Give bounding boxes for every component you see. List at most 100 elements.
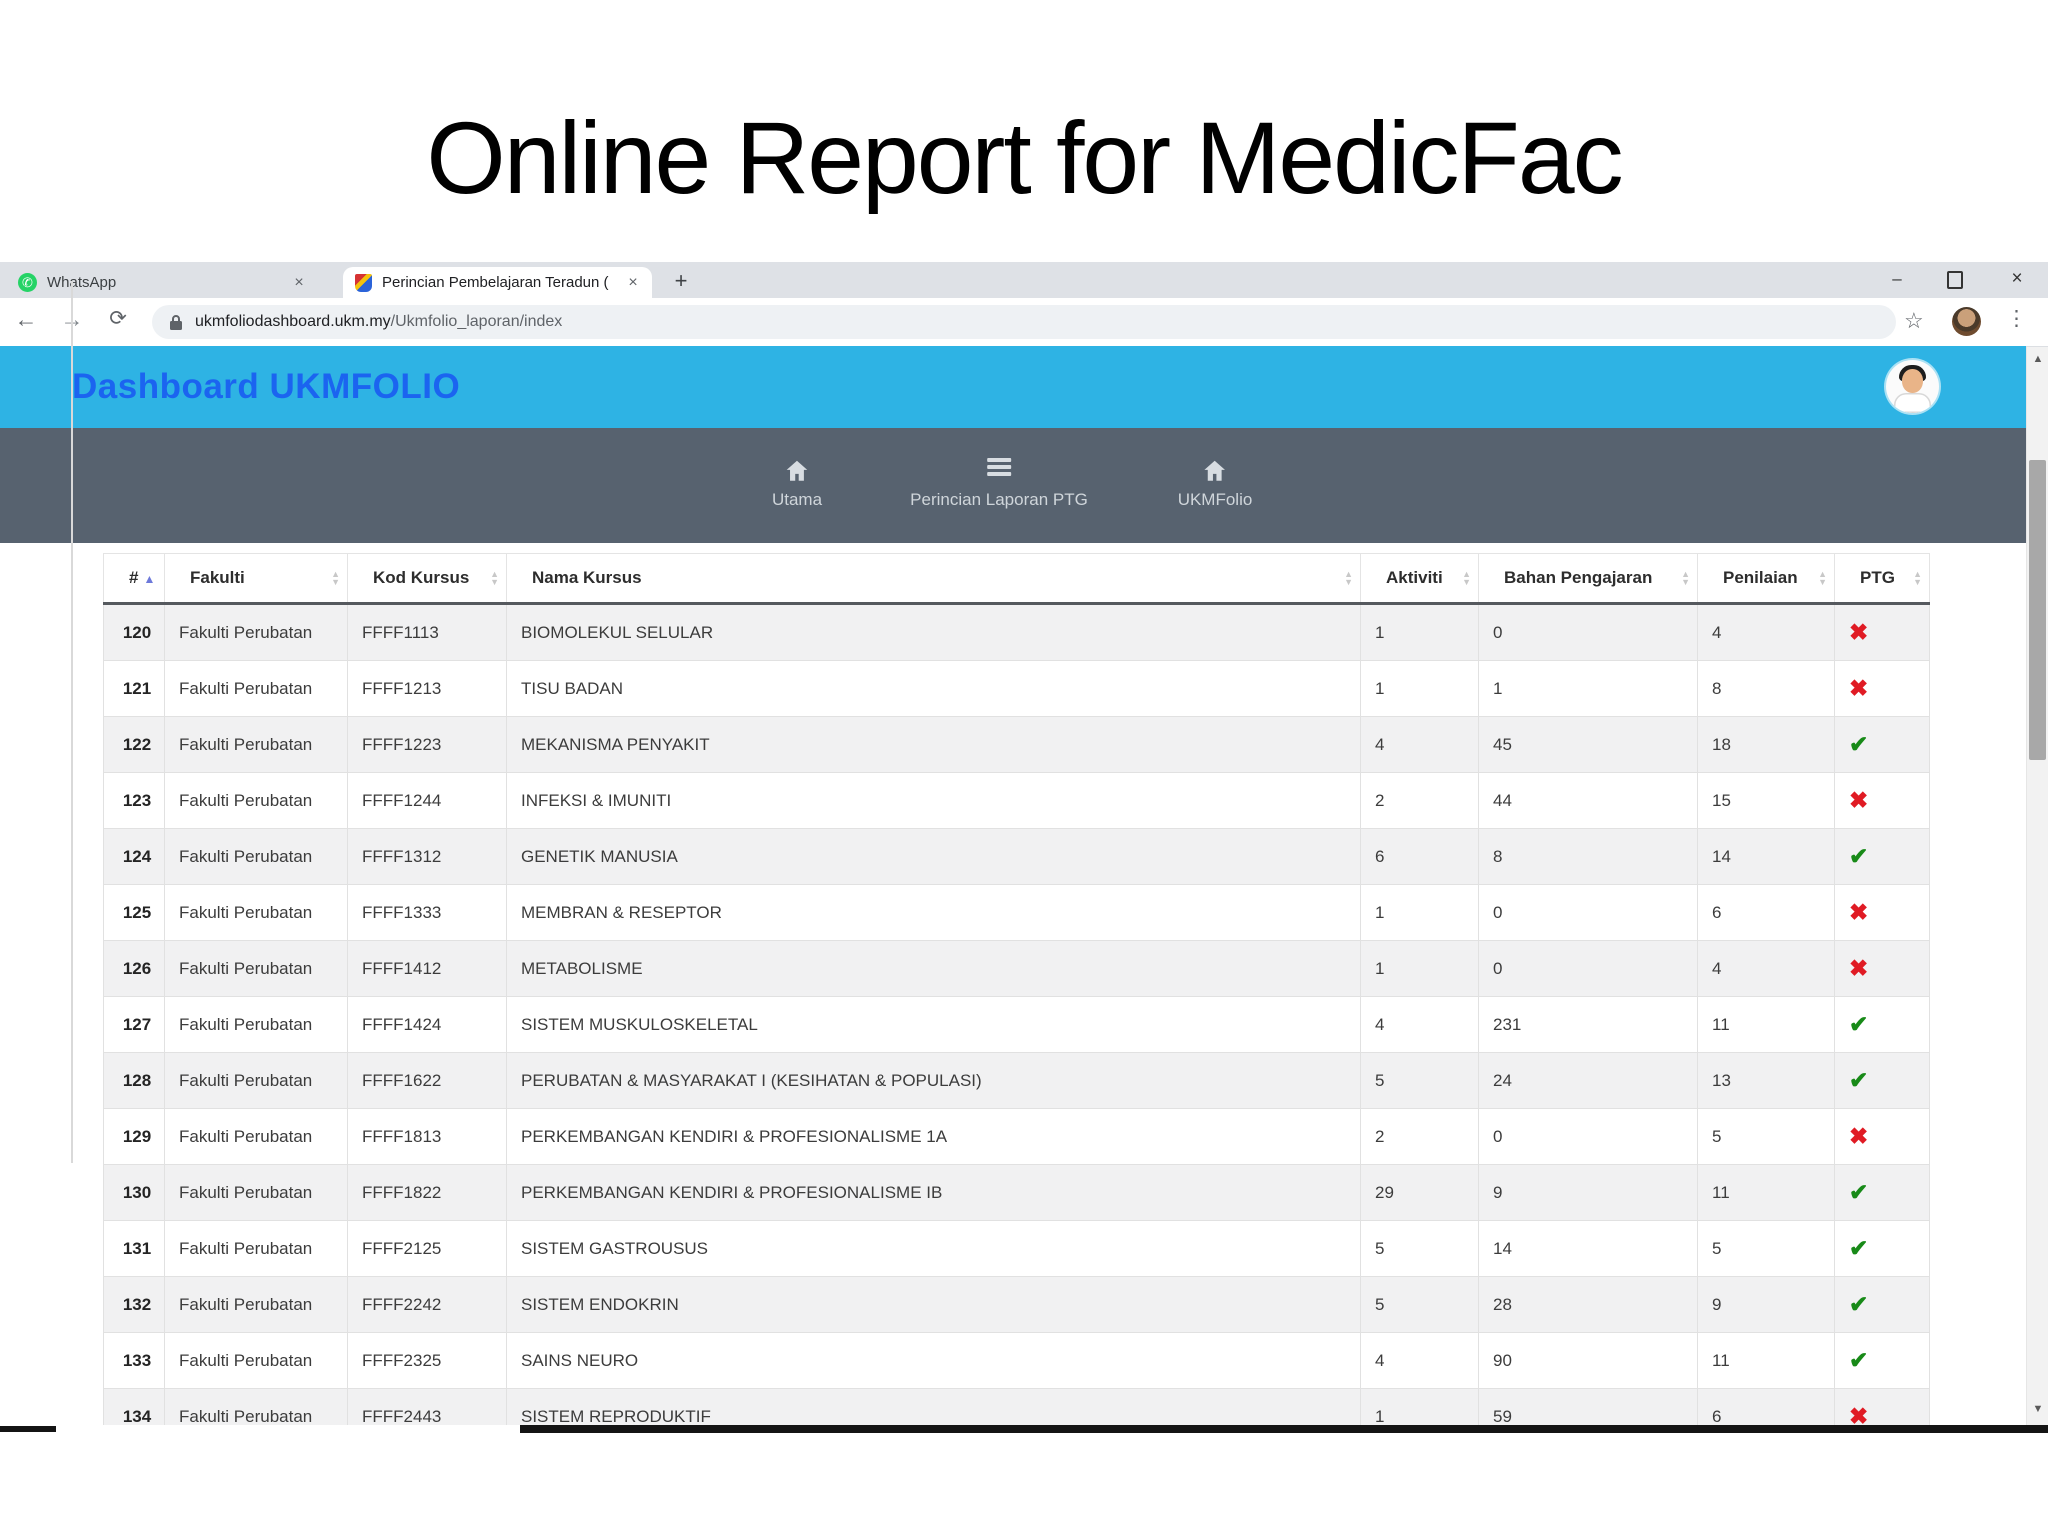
cell-bahan-pengajaran: 0 [1478,884,1698,941]
cell-aktiviti: 1 [1360,1388,1479,1425]
column-header-fakulti[interactable]: Fakulti ▲ ▼ [164,553,348,605]
column-header-penilaian[interactable]: Penilaian ▲ ▼ [1697,553,1835,605]
cell-penilaian: 4 [1697,940,1835,997]
cell-fakulti: Fakulti Perubatan [164,828,348,885]
cell-kod-kursus: FFFF2325 [347,1332,507,1389]
cell-penilaian: 11 [1697,996,1835,1053]
sort-icon: ▲ ▼ [1462,569,1471,587]
menu-dots-icon[interactable]: ⋮ [2006,307,2027,330]
cell-bahan-pengajaran: 0 [1478,1108,1698,1165]
scroll-up-icon[interactable]: ▲ [2032,353,2044,365]
table-row: 122 Fakulti Perubatan FFFF1223 MEKANISMA PE… [103,716,1930,773]
reload-icon[interactable]: ⟳ [109,307,127,330]
ptg-fail-icon: ✖ [1834,1108,1930,1165]
cell-bahan-pengajaran: 1 [1478,660,1698,717]
tab-perincian-pembelajaran[interactable]: Perincian Pembelajaran Teradun ( × [343,267,652,298]
avatar-face [1902,369,1923,393]
column-header-nama-kursus[interactable]: Nama Kursus ▲ ▼ [506,553,1361,605]
browser-window: ✆ WhatsApp × Perincian Pembelajaran Tera… [0,262,2048,1425]
address-bar[interactable]: ukmfoliodashboard.ukm.my/Ukmfolio_lapora… [152,305,1896,339]
cell-nama-kursus: PERKEMBANGAN KENDIRI & PROFESIONALISME 1… [506,1108,1361,1165]
url-path: /Ukmfolio_laporan/index [390,313,563,330]
tab-title: Perincian Pembelajaran Teradun ( [382,274,609,291]
cell-fakulti: Fakulti Perubatan [164,603,348,661]
cell-nama-kursus: BIOMOLEKUL SELULAR [506,603,1361,661]
cell-nama-kursus: TISU BADAN [506,660,1361,717]
bookmark-star-icon[interactable]: ☆ [1904,308,1924,333]
tab-title: WhatsApp [47,274,117,291]
table-row: 131 Fakulti Perubatan FFFF2125 SISTEM GASTR… [103,1220,1930,1277]
cell-kod-kursus: FFFF1312 [347,828,507,885]
ptg-fail-icon: ✖ [1834,884,1930,941]
cell-num: 128 [103,1052,165,1109]
column-header-num[interactable]: # ▲ [103,553,165,605]
cell-bahan-pengajaran: 8 [1478,828,1698,885]
cell-kod-kursus: FFFF1333 [347,884,507,941]
ptg-fail-icon: ✖ [1834,940,1930,997]
tab-whatsapp[interactable]: ✆ WhatsApp × [6,267,318,298]
user-avatar[interactable] [1886,360,1939,413]
cell-bahan-pengajaran: 0 [1478,603,1698,661]
column-header-bahan-pengajaran[interactable]: Bahan Pengajaran ▲ ▼ [1478,553,1698,605]
cell-fakulti: Fakulti Perubatan [164,1108,348,1165]
sort-icon: ▲ ▼ [1818,569,1827,587]
cell-nama-kursus: SAINS NEURO [506,1332,1361,1389]
cell-fakulti: Fakulti Perubatan [164,1164,348,1221]
cell-bahan-pengajaran: 28 [1478,1276,1698,1333]
cell-penilaian: 15 [1697,772,1835,829]
cell-penilaian: 13 [1697,1052,1835,1109]
cell-bahan-pengajaran: 24 [1478,1052,1698,1109]
maximize-button[interactable] [1930,262,1980,298]
cell-num: 120 [103,603,165,661]
table-row: 132 Fakulti Perubatan FFFF2242 SISTEM ENDOK… [103,1276,1930,1333]
nav-label: Perincian Laporan PTG [910,490,1088,509]
table-row: 130 Fakulti Perubatan FFFF1822 PERKEMBANGAN… [103,1164,1930,1221]
cell-kod-kursus: FFFF1622 [347,1052,507,1109]
cell-kod-kursus: FFFF2125 [347,1220,507,1277]
cell-num: 132 [103,1276,165,1333]
nav-item-perincian-laporan-ptg[interactable]: Perincian Laporan PTG [910,428,1088,543]
cell-penilaian: 6 [1697,884,1835,941]
cell-bahan-pengajaran: 231 [1478,996,1698,1053]
nav-item-ukmfolio[interactable]: UKMFolio [1178,428,1252,543]
close-tab-icon[interactable]: × [628,273,638,291]
cell-penilaian: 9 [1697,1276,1835,1333]
cell-nama-kursus: SISTEM GASTROUSUS [506,1220,1361,1277]
scroll-down-icon[interactable]: ▼ [2032,1403,2044,1415]
close-window-button[interactable]: × [2011,268,2023,289]
table-row: 120 Fakulti Perubatan FFFF1113 BIOMOLEKUL S… [103,603,1930,661]
cell-fakulti: Fakulti Perubatan [164,940,348,997]
sort-icon: ▲ ▼ [490,569,499,587]
sort-icon: ▲ ▼ [331,569,340,587]
cell-nama-kursus: METABOLISME [506,940,1361,997]
back-icon[interactable]: ← [14,306,38,332]
table-row: 129 Fakulti Perubatan FFFF1813 PERKEMBANGAN… [103,1108,1930,1165]
cell-fakulti: Fakulti Perubatan [164,772,348,829]
cell-nama-kursus: MEKANISMA PENYAKIT [506,716,1361,773]
cell-kod-kursus: FFFF1223 [347,716,507,773]
profile-avatar[interactable] [1952,307,1981,336]
vertical-scrollbar[interactable]: ▲ ▼ [2026,347,2048,1425]
cell-num: 126 [103,940,165,997]
cell-num: 122 [103,716,165,773]
cell-num: 130 [103,1164,165,1221]
cell-bahan-pengajaran: 90 [1478,1332,1698,1389]
cell-fakulti: Fakulti Perubatan [164,1388,348,1425]
cell-nama-kursus: INFEKSI & IMUNITI [506,772,1361,829]
ptg-pass-icon: ✔ [1834,1164,1930,1221]
nav-item-utama[interactable]: Utama [772,428,822,543]
slide-title: Online Report for MedicFac [426,101,1623,215]
scrollbar-thumb[interactable] [2029,460,2046,760]
main-nav: Utama Perincian Laporan PTG UKMFolio [0,428,2026,543]
close-tab-icon[interactable]: × [294,273,304,291]
column-header-kod-kursus[interactable]: Kod Kursus ▲ ▼ [347,553,507,605]
cell-aktiviti: 29 [1360,1164,1479,1221]
cell-fakulti: Fakulti Perubatan [164,1276,348,1333]
minimize-button[interactable]: – [1892,269,1902,288]
column-header-ptg[interactable]: PTG ▲ ▼ [1834,553,1930,605]
column-header-aktiviti[interactable]: Aktiviti ▲ ▼ [1360,553,1479,605]
new-tab-button[interactable]: + [674,268,688,293]
cell-fakulti: Fakulti Perubatan [164,884,348,941]
cell-penilaian: 11 [1697,1164,1835,1221]
ptg-fail-icon: ✖ [1834,660,1930,717]
